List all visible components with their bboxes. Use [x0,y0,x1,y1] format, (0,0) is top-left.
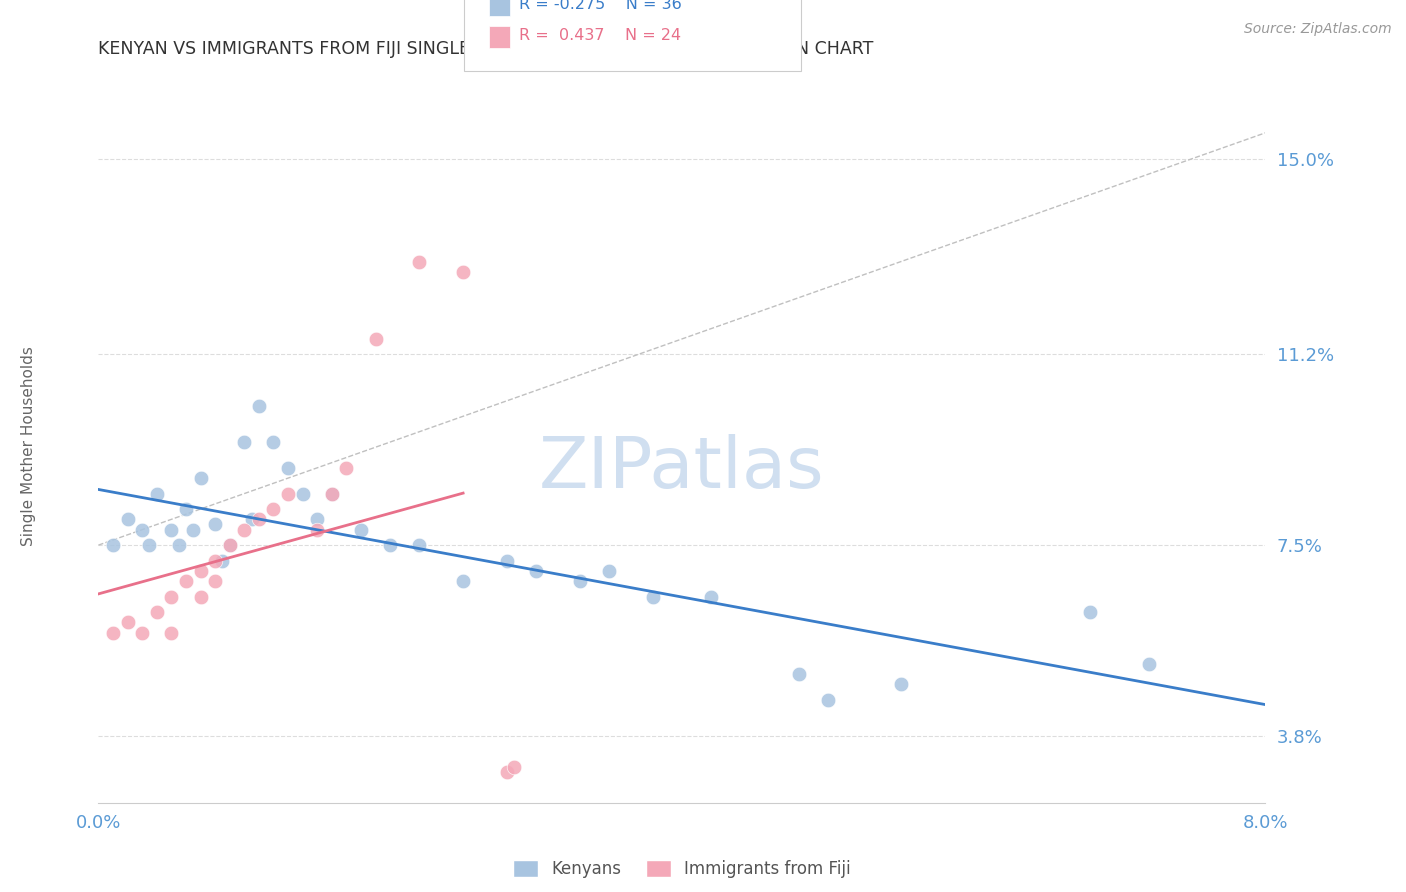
Point [160,590,183,604]
Point [1137,657,1160,671]
Point [890,677,912,691]
Point [1080,605,1102,619]
Text: R =  0.437    N = 24: R = 0.437 N = 24 [519,29,681,43]
Point [321,486,343,500]
Point [291,486,314,500]
Legend: Kenyans, Immigrants from Fiji: Kenyans, Immigrants from Fiji [506,854,858,885]
Point [277,460,299,475]
Point [408,538,430,552]
Text: KENYAN VS IMMIGRANTS FROM FIJI SINGLE MOTHER HOUSEHOLDS CORRELATION CHART: KENYAN VS IMMIGRANTS FROM FIJI SINGLE MO… [98,40,873,58]
Point [503,760,526,774]
Point [101,625,124,640]
Point [233,523,256,537]
Point [233,435,256,450]
Point [204,574,226,589]
Point [247,512,270,526]
Point [190,590,212,604]
Point [218,538,240,552]
Point [364,332,387,346]
Point [378,538,402,552]
Point [262,502,284,516]
Point [190,564,212,578]
Point [451,574,474,589]
Point [160,523,183,537]
Point [146,486,169,500]
Point [174,502,197,516]
Point [181,523,204,537]
Text: R = -0.275    N = 36: R = -0.275 N = 36 [519,0,682,12]
Point [700,590,723,604]
Point [117,615,139,630]
Point [174,574,197,589]
Point [495,764,517,779]
Point [641,590,664,604]
Point [211,553,233,567]
Point [117,512,139,526]
Point [321,486,343,500]
Text: Source: ZipAtlas.com: Source: ZipAtlas.com [1244,22,1392,37]
Point [146,605,169,619]
Point [131,523,153,537]
Point [240,512,263,526]
Point [160,625,183,640]
Point [204,517,226,532]
Point [262,435,284,450]
Point [817,692,839,706]
Point [277,486,299,500]
Point [101,538,124,552]
Point [131,625,153,640]
Point [247,399,270,413]
Point [307,523,329,537]
Point [787,667,810,681]
Point [598,564,620,578]
Point [568,574,591,589]
Point [408,254,430,268]
Text: ZIPatlas: ZIPatlas [538,434,825,503]
Point [524,564,547,578]
Point [307,512,329,526]
Point [204,553,226,567]
Point [138,538,160,552]
Point [335,460,357,475]
Point [167,538,190,552]
Point [495,553,517,567]
Point [190,471,212,485]
Text: Single Mother Households: Single Mother Households [21,346,35,546]
Point [350,523,373,537]
Point [451,265,474,279]
Point [218,538,240,552]
